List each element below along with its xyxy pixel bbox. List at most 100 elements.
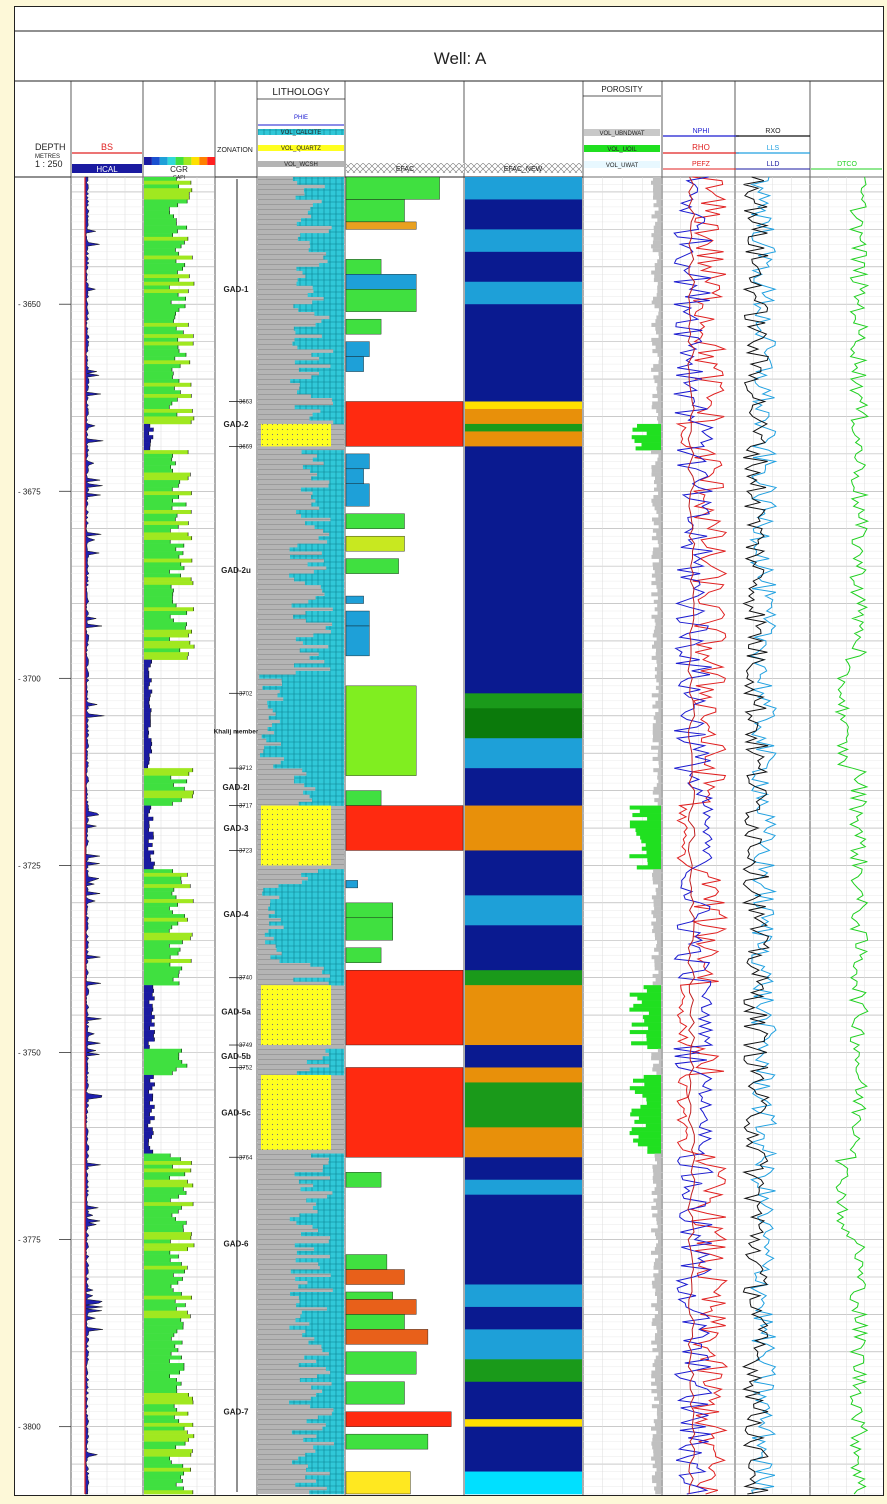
porosity-fill [657,588,661,593]
cgr-fill [144,1243,194,1248]
cgr-fill [144,498,173,503]
vol-ubndwat-label: VOL_UBNDWAT [599,131,644,137]
porosity-fill [657,285,661,290]
efac-block [345,274,417,290]
vol-uoil-label: VOL_UOIL [607,147,637,153]
lithology-sand [261,805,331,866]
lithology-calcite [314,311,344,316]
efac-header-swatch [346,163,464,173]
porosity-fill [637,1142,661,1147]
efac-new-track [465,177,582,1495]
lithology-calcite [302,270,344,275]
porosity-fill [658,884,661,889]
lithology-calcite [310,244,344,249]
efac-new-band [465,1471,582,1495]
cgr-fill [144,1112,150,1117]
lithology-calcite [302,768,344,773]
cgr-fill [144,1460,172,1465]
porosity-fill [651,1280,661,1285]
cgr-fill [144,603,177,608]
porosity-fill [656,1325,661,1330]
porosity-fill [658,682,661,687]
lithology-header-label: LITHOLOGY [272,87,330,98]
porosity-fill [655,1355,661,1360]
lithology-calcite [323,966,344,971]
lithology-calcite [268,929,344,934]
lithology-sand [261,423,331,447]
depth-label: - 3750 [18,1049,41,1058]
porosity-fill [651,1205,661,1210]
efac-new-band [465,423,582,432]
porosity-fill [645,1123,661,1128]
lithology-calcite [309,416,344,421]
lithology-calcite [332,607,344,612]
cgr-fill [144,191,190,197]
porosity-fill [652,872,661,877]
lithology-calcite [326,1486,344,1491]
efac-block [345,356,364,372]
porosity-fill [658,1239,661,1244]
porosity-fill [632,813,661,818]
cgr-fill [144,1419,179,1424]
cgr-fill [144,700,149,705]
efac-block [345,880,358,889]
efac-block [345,558,399,574]
porosity-fill [651,1303,661,1308]
lithology-calcite [305,1475,344,1480]
porosity-fill [654,304,661,309]
efac-block [345,535,405,552]
lithology-calcite [308,1340,344,1345]
cgr-fill [144,1336,172,1341]
porosity-fill [651,498,661,503]
cgr-fill [144,577,192,582]
lithology-calcite [328,1351,344,1356]
lithology-calcite [312,798,344,803]
porosity-fill [638,1116,661,1121]
cgr-fill [144,842,153,848]
porosity-fill [657,1224,661,1229]
lithology-calcite [310,468,344,473]
lithology-calcite [309,794,344,799]
cgr-fill [144,1449,193,1454]
lithology-calcite [261,734,344,739]
cgr-fill [144,1209,179,1214]
lithology-calcite [266,738,344,743]
lithology-calcite [312,300,344,305]
cgr-fill [144,584,172,589]
porosity-fill [652,551,661,556]
lithology-calcite [330,364,344,369]
cgr-header-units: GAPI [173,175,185,181]
cgr-fill [144,1291,182,1297]
cgr-fill [144,611,187,616]
cgr-fill [144,1119,151,1124]
porosity-fill [629,820,661,825]
porosity-fill [655,1306,661,1311]
porosity-fill [651,1456,661,1461]
cgr-fill [144,828,149,833]
porosity-fill [651,1374,661,1379]
vol-wcsh-swatch [258,161,344,167]
porosity-fill [651,405,661,410]
cgr-fill [144,689,152,694]
porosity-fill [653,914,661,919]
porosity-fill [652,1348,661,1353]
cgr-fill [144,517,176,522]
cgr-fill [144,794,193,799]
porosity-fill [654,1460,661,1465]
porosity-fill [658,741,661,747]
porosity-fill [653,1179,661,1184]
lithology-calcite [267,700,344,705]
porosity-fill [640,835,661,840]
lithology-calcite [328,1161,344,1166]
cgr-fill [144,1247,188,1252]
porosity-fill [655,1366,661,1371]
cgr-fill [144,229,178,234]
dtco-curve [834,176,870,1495]
zone-label: GAD-5b [221,1052,251,1061]
porosity-fill [653,1063,661,1068]
cgr-fill [144,319,174,324]
cgr-fill [144,251,179,256]
cgr-fill [144,1089,149,1094]
cgr-fill [144,1490,193,1495]
porosity-fill [643,1074,661,1079]
